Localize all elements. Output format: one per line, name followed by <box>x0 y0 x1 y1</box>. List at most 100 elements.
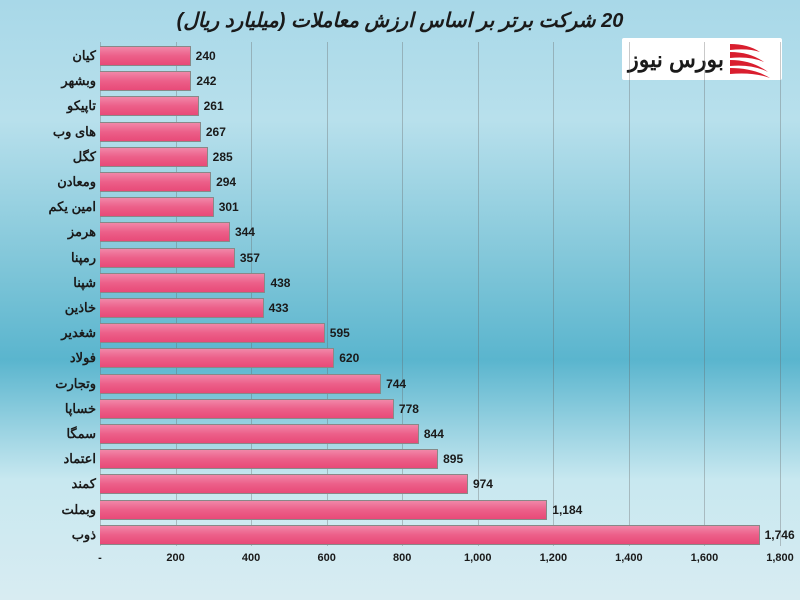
bar: 240 <box>100 46 191 66</box>
bar-value-label: 267 <box>206 125 226 139</box>
bar-row: 267 <box>100 122 201 142</box>
bar-row: 1,746 <box>100 525 760 545</box>
y-axis-label: ذوب <box>6 527 96 543</box>
y-axis-label: خساپا <box>6 401 96 417</box>
bar-row: 595 <box>100 323 325 343</box>
grid-line <box>553 42 554 546</box>
bar-row: 357 <box>100 248 235 268</box>
bar-row: 301 <box>100 197 214 217</box>
y-axis-label: وبشهر <box>6 73 96 89</box>
bar: 294 <box>100 172 211 192</box>
bar-row: 844 <box>100 424 419 444</box>
y-axis-label: اعتماد <box>6 451 96 467</box>
y-axis-label: خاذین <box>6 300 96 316</box>
grid-line <box>327 42 328 546</box>
y-axis-label: هرمز <box>6 224 96 240</box>
bar-value-label: 357 <box>240 251 260 265</box>
x-axis-label: 600 <box>317 552 335 564</box>
y-axis-label: کیان <box>6 48 96 64</box>
bar: 1,746 <box>100 525 760 545</box>
bar-row: 344 <box>100 222 230 242</box>
bar-row: 433 <box>100 298 264 318</box>
bar: 438 <box>100 273 265 293</box>
x-axis-label: 1,200 <box>540 552 568 564</box>
bar-value-label: 1,184 <box>552 503 582 517</box>
bar-row: 261 <box>100 96 199 116</box>
bar-value-label: 261 <box>204 99 224 113</box>
bar: 285 <box>100 147 208 167</box>
x-axis-label: 400 <box>242 552 260 564</box>
bar: 301 <box>100 197 214 217</box>
bar-row: 285 <box>100 147 208 167</box>
bar: 1,184 <box>100 500 547 520</box>
bar-value-label: 344 <box>235 225 255 239</box>
bar: 595 <box>100 323 325 343</box>
y-axis-label: تاپیکو <box>6 98 96 114</box>
x-axis-label: 1,600 <box>691 552 719 564</box>
grid-line <box>176 42 177 546</box>
y-axis-label: سمگا <box>6 426 96 442</box>
bar-value-label: 242 <box>196 74 216 88</box>
bar: 895 <box>100 449 438 469</box>
grid-line <box>629 42 630 546</box>
y-axis-label: وتجارت <box>6 376 96 392</box>
y-axis-label: های وب <box>6 124 96 140</box>
chart-title: 20 شرکت برتر بر اساس ارزش معاملات (میلیا… <box>0 0 800 33</box>
bar-value-label: 974 <box>473 477 493 491</box>
bar: 620 <box>100 348 334 368</box>
bar-value-label: 844 <box>424 427 444 441</box>
y-axis-label: وبملت <box>6 502 96 518</box>
chart-plot-area: -2004006008001,0001,2001,4001,6001,80024… <box>100 42 780 562</box>
bar-value-label: 595 <box>330 326 350 340</box>
bar-value-label: 778 <box>399 402 419 416</box>
bar: 844 <box>100 424 419 444</box>
x-axis-label: 1,000 <box>464 552 492 564</box>
bar-value-label: 301 <box>219 200 239 214</box>
bar-value-label: 285 <box>213 150 233 164</box>
bar: 974 <box>100 474 468 494</box>
bar-row: 294 <box>100 172 211 192</box>
bar-row: 620 <box>100 348 334 368</box>
grid-line <box>780 42 781 546</box>
y-axis-label: ومعادن <box>6 174 96 190</box>
x-axis-label: 1,400 <box>615 552 643 564</box>
grid-line <box>402 42 403 546</box>
bar: 344 <box>100 222 230 242</box>
y-axis-label: کمند <box>6 476 96 492</box>
y-axis-label: شغدیر <box>6 325 96 341</box>
bar-row: 778 <box>100 399 394 419</box>
y-axis-label: شپنا <box>6 275 96 291</box>
grid-line <box>478 42 479 546</box>
bar: 242 <box>100 71 191 91</box>
bar-value-label: 744 <box>386 377 406 391</box>
x-axis-label: - <box>98 552 102 564</box>
bar-value-label: 1,746 <box>765 528 795 542</box>
grid-line <box>100 42 101 546</box>
bar-row: 744 <box>100 374 381 394</box>
bar: 357 <box>100 248 235 268</box>
y-axis-label: کگل <box>6 149 96 165</box>
x-axis-label: 200 <box>166 552 184 564</box>
bar-value-label: 433 <box>269 301 289 315</box>
bar-row: 242 <box>100 71 191 91</box>
bar-value-label: 895 <box>443 452 463 466</box>
bar: 433 <box>100 298 264 318</box>
bar: 261 <box>100 96 199 116</box>
bar-value-label: 240 <box>196 49 216 63</box>
bar: 778 <box>100 399 394 419</box>
bar: 744 <box>100 374 381 394</box>
grid-line <box>704 42 705 546</box>
bar-row: 974 <box>100 474 468 494</box>
y-axis-label: امین یکم <box>6 199 96 215</box>
bar-row: 1,184 <box>100 500 547 520</box>
bar-value-label: 620 <box>339 351 359 365</box>
x-axis-label: 1,800 <box>766 552 794 564</box>
y-axis-label: رمپنا <box>6 250 96 266</box>
y-axis-label: فولاد <box>6 350 96 366</box>
grid-line <box>251 42 252 546</box>
bar-value-label: 294 <box>216 175 236 189</box>
bar-row: 895 <box>100 449 438 469</box>
bar-value-label: 438 <box>270 276 290 290</box>
bar-row: 240 <box>100 46 191 66</box>
bar-row: 438 <box>100 273 265 293</box>
